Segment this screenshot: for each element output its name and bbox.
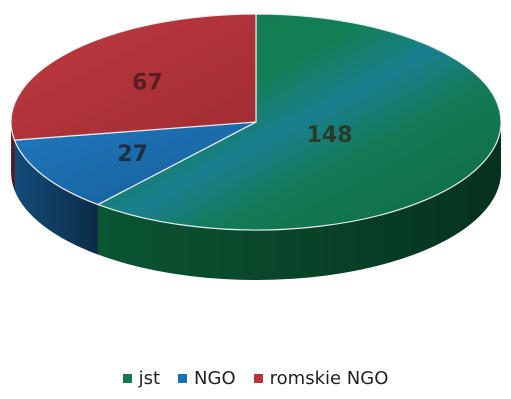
legend-swatch xyxy=(178,373,188,383)
legend-swatch xyxy=(253,373,263,383)
pie-slice-romskie-ngo xyxy=(10,13,257,141)
pie-chart: 148 27 67 xyxy=(10,13,502,280)
pie-side-shade xyxy=(14,140,98,255)
legend-swatch xyxy=(122,373,132,383)
data-label-ngo: 27 xyxy=(117,142,148,167)
pie-slice-ngo xyxy=(13,121,257,206)
legend-item-ngo: NGO xyxy=(178,368,236,389)
pie-side-shade xyxy=(97,122,502,280)
legend-label: jst xyxy=(138,368,161,389)
data-label-jst: 148 xyxy=(307,123,353,148)
chart-legend: jst NGO romskie NGO xyxy=(0,368,511,389)
pie-slice-jst xyxy=(96,13,502,231)
legend-label: romskie NGO xyxy=(269,368,389,389)
legend-item-jst: jst xyxy=(122,368,161,389)
legend-item-romskie-ngo: romskie NGO xyxy=(253,368,389,389)
legend-label: NGO xyxy=(194,368,236,389)
data-label-romskie-ngo: 67 xyxy=(132,71,163,96)
